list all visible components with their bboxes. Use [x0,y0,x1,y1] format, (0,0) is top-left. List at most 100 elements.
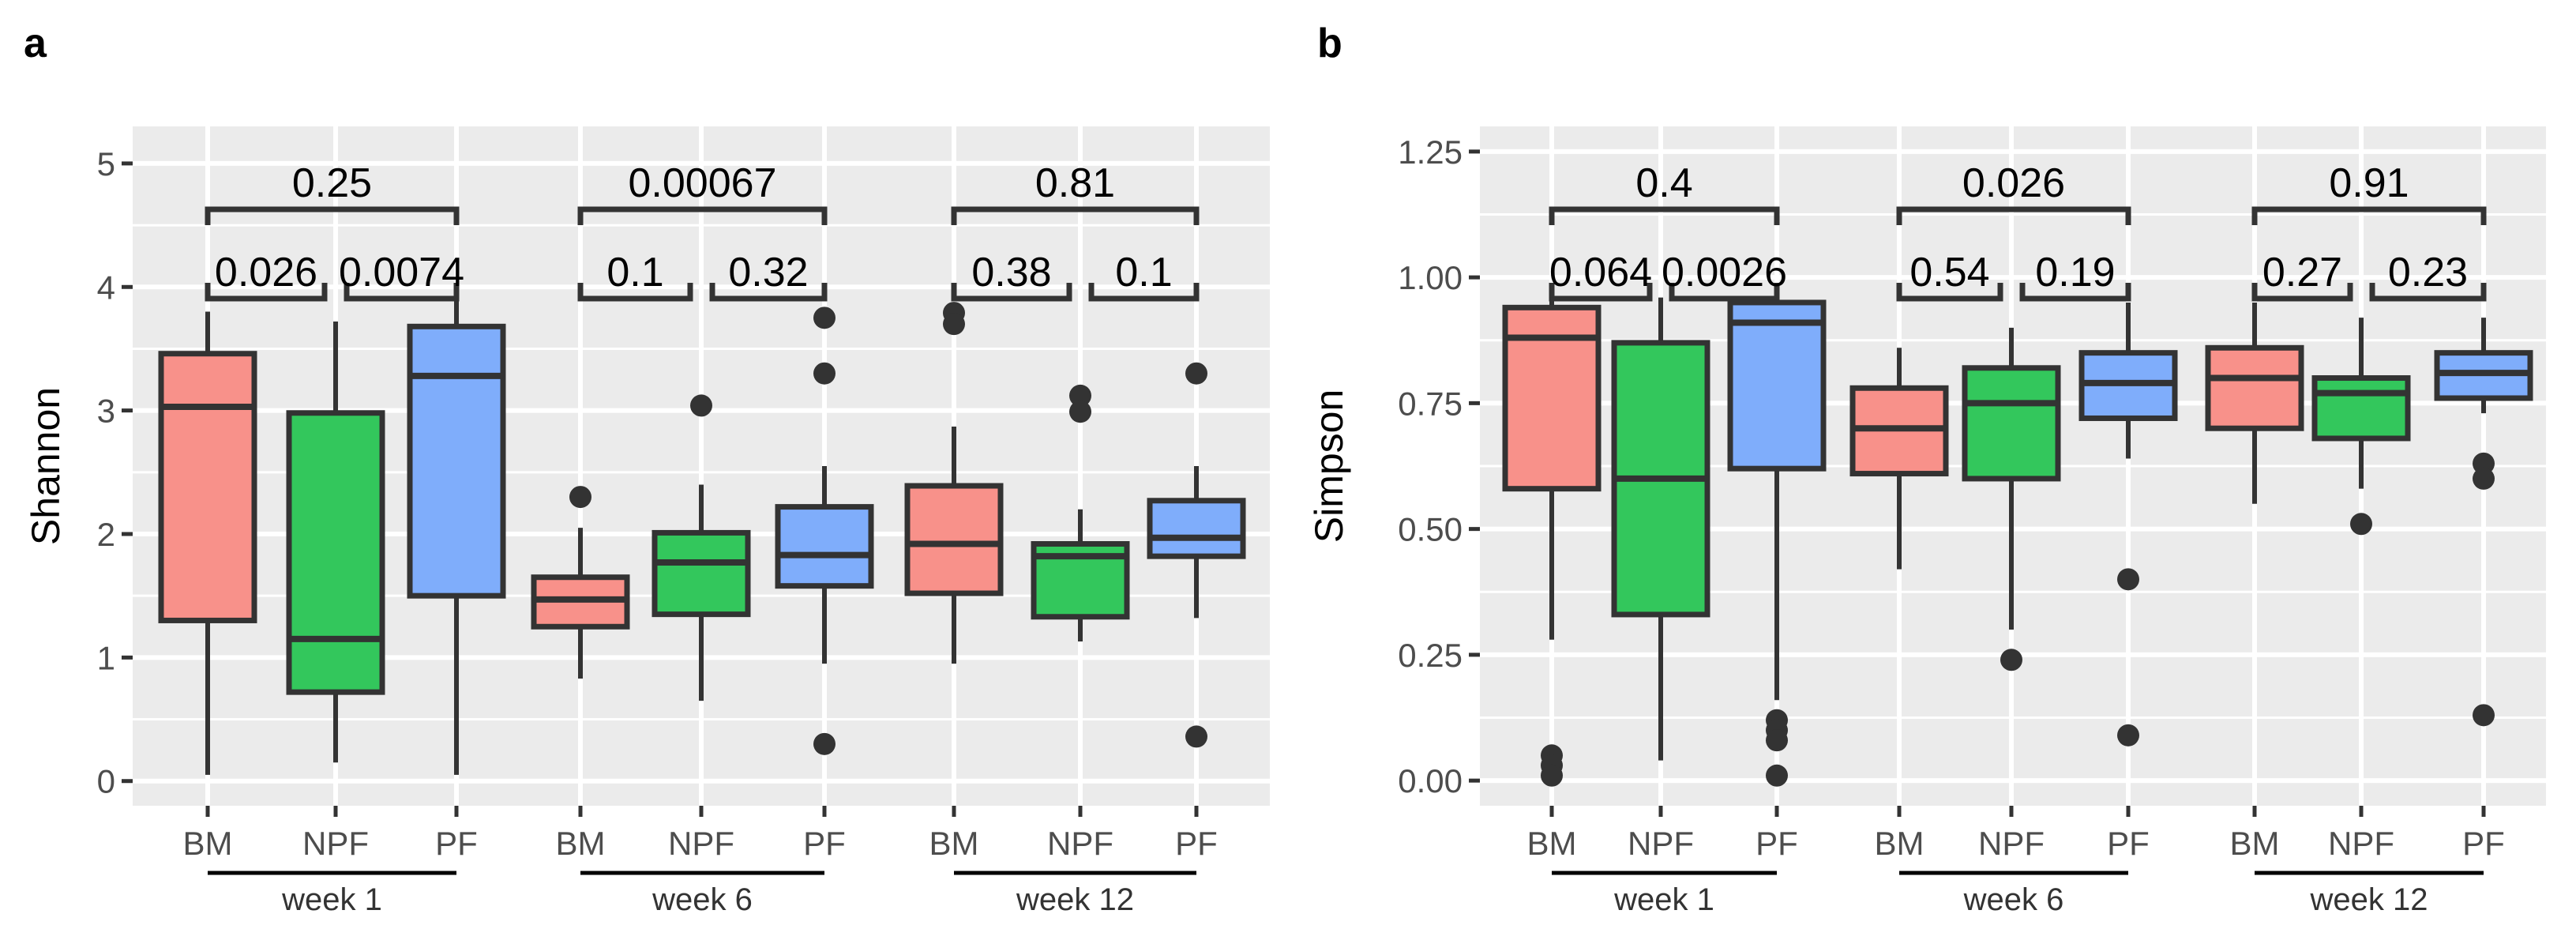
x-axis: BM NPF PF BM NPF PF BM NPF PF week 1 week 6 week 12 [183,806,1218,917]
x-tick-label: NPF [1047,825,1113,862]
y-axis-title: Shannon [24,387,68,545]
comparison-bracket [1549,206,1780,225]
x-tick-label: NPF [668,825,734,862]
p-value-label: 0.00067 [629,160,777,206]
box-NPF [286,410,385,695]
p-value-label: 0.32 [728,250,808,295]
x-tick-label: BM [1527,825,1577,862]
x-tick-label: PF [1756,825,1798,862]
p-value-label: 0.064 [1549,250,1652,295]
comparison-bracket [951,206,1200,225]
outlier-point [813,732,836,755]
outlier-point [2000,649,2022,671]
comparison-bracket [205,206,460,225]
p-value-label: 0.38 [971,250,1051,295]
y-tick-label: 1 [97,639,115,676]
x-tick-label: NPF [1628,825,1694,862]
x-tick-label: PF [803,825,846,862]
x-tick-label: BM [183,825,233,862]
week-label: week 12 [1016,882,1134,917]
boxplots [158,299,1246,775]
comparison-bracket [2019,283,2131,302]
box-NPF [1962,365,2061,482]
comparison-bracket [577,206,828,225]
box-PF [407,323,506,599]
week-label: week 12 [2310,882,2428,917]
box-BM [158,351,257,623]
y-tick-label: 3 [97,393,115,430]
x-tick-label: BM [556,825,606,862]
outlier-point [2117,724,2139,747]
outlier-point [690,394,712,417]
box-PF [1727,299,1827,472]
comparison-brackets: 0.25 0.026 0.0074 0.00067 0.1 0.32 0.81 0.38 0.1 [205,160,1200,302]
outlier-point [1185,362,1207,385]
comparison-bracket [344,283,460,302]
x-tick-label: PF [2107,825,2150,862]
y-axis: 0 1 2 3 4 5 [97,145,133,800]
panel-label: a [24,21,47,66]
outlier-point [2473,704,2495,727]
y-tick-label: 1.25 [1398,134,1463,171]
outlier-point [1185,725,1207,748]
p-value-label: 0.026 [1962,160,2065,206]
y-tick-label: 0.25 [1398,637,1463,674]
p-value-label: 0.1 [1115,250,1172,295]
p-value-label: 0.1 [606,250,663,295]
y-tick-label: 1.00 [1398,259,1463,296]
outlier-point [943,313,965,336]
outlier-point [813,307,836,329]
week-label: week 1 [1613,882,1714,917]
comparison-bracket [2251,206,2487,225]
outlier-point [813,362,836,385]
comparison-bracket [577,283,693,302]
x-tick-label: NPF [1978,825,2045,862]
x-tick-label: PF [435,825,478,862]
comparison-bracket [1088,283,1200,302]
week-label: week 6 [1963,882,2064,917]
y-tick-label: 0.75 [1398,385,1463,422]
outlier-point [1766,764,1788,787]
box-BM [2205,344,2304,431]
x-tick-label: BM [1875,825,1924,862]
x-tick-label: PF [2462,825,2505,862]
outlier-point [1069,401,1091,423]
panel-b: b 0.4 0.064 0.0026 0.026 0.54 0.19 0.91 0.27 0.2… [1307,21,2546,917]
y-axis: 0.00 0.25 0.50 0.75 1.00 1.25 [1398,134,1480,799]
p-value-label: 0.81 [1035,160,1115,206]
y-tick-label: 2 [97,516,115,553]
p-value-label: 0.4 [1635,160,1692,206]
x-tick-label: PF [1175,825,1218,862]
p-value-label: 0.27 [2262,250,2342,295]
p-value-label: 0.026 [215,250,317,295]
outlier-point [1541,764,1563,787]
comparison-bracket [205,283,328,302]
box-NPF [652,529,751,618]
comparison-bracket [2251,283,2353,302]
p-value-label: 0.25 [292,160,372,206]
comparison-bracket [951,283,1072,302]
outlier-point [2117,568,2139,591]
p-value-label: 0.91 [2329,160,2409,206]
box-PF [775,504,874,589]
week-label: week 1 [281,882,382,917]
comparison-bracket [1549,283,1653,302]
box-NPF [2311,375,2411,442]
y-tick-label: 0.50 [1398,511,1463,548]
p-value-label: 0.0074 [339,250,464,295]
y-tick-label: 5 [97,145,115,182]
comparison-bracket [1896,283,2003,302]
comparison-bracket [1896,206,2131,225]
comparison-bracket [709,283,828,302]
outlier-point [569,486,591,509]
x-axis: BM NPF PF BM NPF PF BM NPF PF week 1 week 6 week 12 [1527,806,2505,917]
y-tick-label: 0 [97,763,115,800]
x-tick-label: BM [929,825,979,862]
outlier-point [1766,729,1788,752]
week-label: week 6 [652,882,753,917]
y-tick-label: 0.00 [1398,762,1463,799]
p-value-label: 0.54 [1909,250,1989,295]
comparison-bracket [2369,283,2487,302]
